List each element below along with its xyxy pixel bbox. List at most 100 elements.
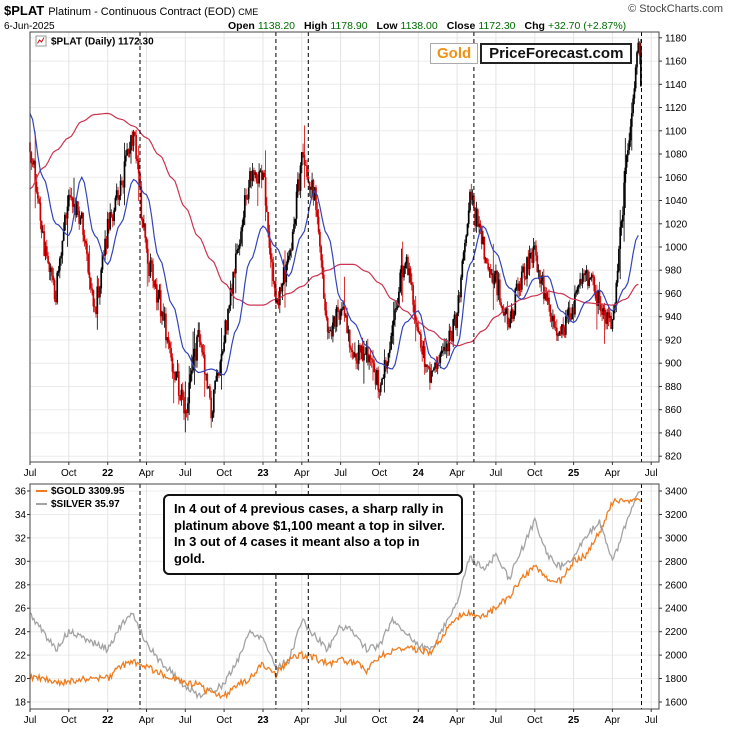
x-tick-marks bbox=[29, 709, 652, 712]
svg-text:24: 24 bbox=[413, 715, 425, 726]
quote-label: High bbox=[304, 20, 328, 32]
svg-text:34: 34 bbox=[15, 510, 27, 521]
svg-text:960: 960 bbox=[665, 289, 682, 300]
svg-text:Oct: Oct bbox=[216, 468, 232, 479]
quote-label: Close bbox=[446, 20, 476, 32]
svg-text:18: 18 bbox=[15, 698, 27, 709]
chart-legend: $PLAT (Daily) 1172.30 bbox=[35, 35, 154, 48]
svg-text:Oct: Oct bbox=[61, 468, 77, 479]
symbol: $PLAT bbox=[4, 3, 45, 18]
event-dashed-lines bbox=[139, 32, 642, 462]
svg-text:Oct: Oct bbox=[527, 468, 543, 479]
quote-item: Low 1138.00 bbox=[377, 16, 438, 34]
svg-text:24: 24 bbox=[15, 627, 27, 638]
svg-text:3000: 3000 bbox=[665, 533, 688, 544]
quote-value: 1138.00 bbox=[400, 20, 438, 32]
svg-text:$SILVER 35.97: $SILVER 35.97 bbox=[51, 499, 120, 510]
svg-text:24: 24 bbox=[413, 468, 425, 479]
svg-text:2600: 2600 bbox=[665, 580, 688, 591]
svg-text:1040: 1040 bbox=[665, 196, 688, 207]
svg-text:Apr: Apr bbox=[605, 715, 621, 726]
svg-text:23: 23 bbox=[257, 715, 269, 726]
svg-text:Apr: Apr bbox=[294, 468, 310, 479]
svg-text:22: 22 bbox=[102, 715, 114, 726]
quote-value: 1172.30 bbox=[478, 20, 516, 32]
candles-up bbox=[33, 38, 642, 433]
svg-text:28: 28 bbox=[15, 580, 27, 591]
svg-text:$GOLD 3309.95: $GOLD 3309.95 bbox=[51, 486, 125, 497]
svg-text:Jul: Jul bbox=[490, 468, 503, 479]
ma-slow-line bbox=[29, 112, 639, 347]
svg-text:Apr: Apr bbox=[139, 715, 155, 726]
svg-text:3200: 3200 bbox=[665, 510, 688, 521]
goldpriceforecast-logo: Gold PriceForecast.com bbox=[430, 43, 633, 64]
svg-text:1180: 1180 bbox=[665, 33, 687, 44]
svg-text:940: 940 bbox=[665, 312, 682, 323]
svg-text:Apr: Apr bbox=[294, 715, 310, 726]
candles-down bbox=[29, 41, 641, 428]
quote-item: High 1178.90 bbox=[304, 16, 368, 34]
svg-text:Apr: Apr bbox=[449, 468, 465, 479]
svg-text:Oct: Oct bbox=[372, 468, 388, 479]
svg-text:26: 26 bbox=[15, 604, 27, 615]
horizontal-gridlines bbox=[30, 490, 659, 703]
header-title-row: $PLAT Platinum - Continuous Contract (EOD… bbox=[4, 2, 725, 18]
left-axis-labels: 18 20 22 24 26 28 30 32 34 36 bbox=[15, 487, 27, 709]
svg-text:22: 22 bbox=[15, 651, 27, 662]
quote-item: Close 1172.30 bbox=[447, 16, 516, 34]
svg-text:30: 30 bbox=[15, 557, 27, 568]
annotation-box: In 4 out of 4 previous cases, a sharp ra… bbox=[163, 494, 463, 575]
svg-text:36: 36 bbox=[15, 487, 27, 498]
svg-text:860: 860 bbox=[665, 405, 682, 416]
svg-text:920: 920 bbox=[665, 336, 682, 347]
svg-text:2000: 2000 bbox=[665, 651, 688, 662]
exchange: CME bbox=[238, 7, 259, 17]
svg-text:840: 840 bbox=[665, 428, 682, 439]
right-axis-labels: 1600 1800 2000 2200 2400 2600 2800 3000 3200 3400 bbox=[665, 487, 688, 709]
x-tick-marks bbox=[29, 462, 652, 465]
svg-text:980: 980 bbox=[665, 266, 682, 277]
svg-text:1080: 1080 bbox=[665, 150, 688, 161]
quote-label: Open bbox=[228, 20, 255, 32]
svg-text:1120: 1120 bbox=[665, 103, 687, 114]
x-axis-labels: Jul Oct 22 Apr Jul Oct 23 Apr Jul Oct 24 Apr Jul Oct 2… bbox=[24, 468, 658, 479]
svg-text:Apr: Apr bbox=[139, 468, 155, 479]
logo-priceforecast-text: PriceForecast.com bbox=[480, 43, 633, 64]
svg-text:1000: 1000 bbox=[665, 243, 688, 254]
mini-chart-icon bbox=[35, 35, 47, 47]
svg-text:1020: 1020 bbox=[665, 219, 688, 230]
svg-text:Oct: Oct bbox=[61, 715, 77, 726]
svg-text:1140: 1140 bbox=[665, 80, 687, 91]
quote-value: +32.70 (+2.87%) bbox=[547, 20, 627, 32]
svg-text:2800: 2800 bbox=[665, 557, 688, 568]
x-axis-labels: Jul Oct 22 Apr Jul Oct 23 Apr Jul Oct 24 Apr Jul Oct 2… bbox=[24, 715, 658, 726]
svg-text:Jul: Jul bbox=[645, 468, 658, 479]
svg-text:Jul: Jul bbox=[24, 715, 37, 726]
svg-text:Oct: Oct bbox=[372, 715, 388, 726]
legend-silver: $SILVER 35.97 bbox=[36, 499, 120, 510]
svg-text:Jul: Jul bbox=[179, 468, 192, 479]
svg-text:1800: 1800 bbox=[665, 674, 688, 685]
header-quote-row: 6-Jun-2025 Open 1138.20 High 1178.90 Low 1138… bbox=[4, 16, 725, 32]
svg-text:25: 25 bbox=[568, 468, 580, 479]
quote-item: Open 1138.20 bbox=[228, 16, 295, 34]
svg-text:1100: 1100 bbox=[665, 126, 687, 137]
svg-text:Oct: Oct bbox=[527, 715, 543, 726]
svg-text:2200: 2200 bbox=[665, 627, 688, 638]
svg-text:23: 23 bbox=[257, 468, 269, 479]
svg-text:32: 32 bbox=[15, 533, 27, 544]
quote-value: 1178.90 bbox=[330, 20, 368, 32]
ohlc-quote: Open 1138.20 High 1178.90 Low 1138.00 Close 117… bbox=[228, 16, 626, 34]
svg-text:Apr: Apr bbox=[605, 468, 621, 479]
svg-text:3400: 3400 bbox=[665, 487, 688, 498]
svg-text:880: 880 bbox=[665, 382, 682, 393]
svg-text:Jul: Jul bbox=[24, 468, 37, 479]
ma-fast-line bbox=[29, 113, 639, 376]
svg-text:1600: 1600 bbox=[665, 698, 688, 709]
svg-text:900: 900 bbox=[665, 359, 682, 370]
source-credit: © StockCharts.com bbox=[628, 3, 723, 15]
y-tick-marks bbox=[659, 37, 662, 457]
lower-chart-legend: $GOLD 3309.95 $SILVER 35.97 bbox=[36, 486, 125, 510]
svg-text:Jul: Jul bbox=[334, 715, 347, 726]
svg-text:25: 25 bbox=[568, 715, 580, 726]
